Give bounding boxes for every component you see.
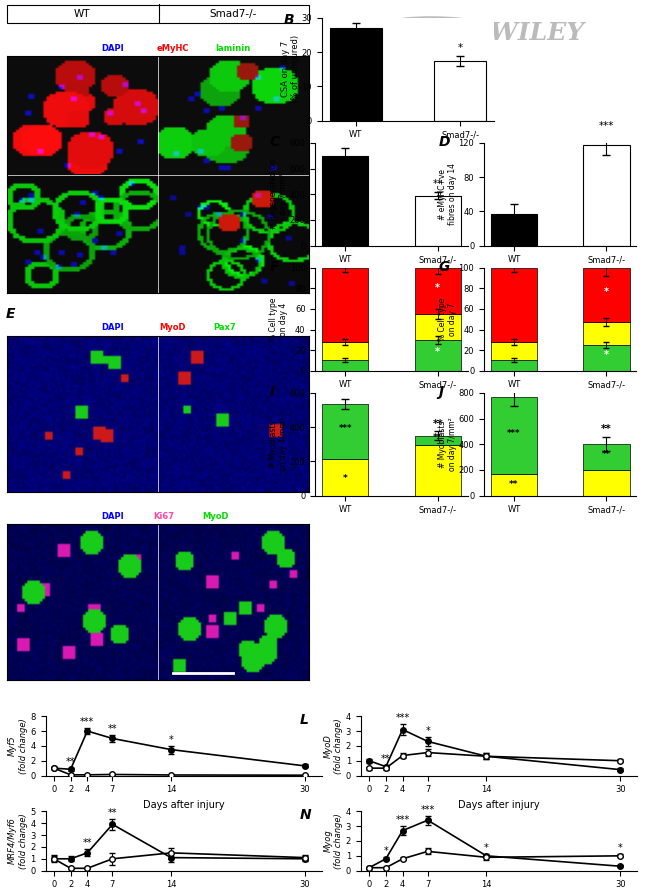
Y-axis label: CSA on day 7
(% of uninjured): CSA on day 7 (% of uninjured)	[281, 35, 300, 104]
Text: *: *	[484, 843, 489, 853]
Text: ***: ***	[507, 429, 521, 438]
Y-axis label: # Myoblasts
on day 4/mm²: # Myoblasts on day 4/mm²	[269, 417, 288, 472]
Text: ***: ***	[395, 815, 410, 825]
Text: ***: ***	[421, 805, 435, 814]
Bar	[415, 445, 461, 496]
Bar	[583, 470, 630, 496]
Text: eMyHC: eMyHC	[157, 44, 189, 53]
Y-axis label: # eMyHC+ve
fibres on day 14: # eMyHC+ve fibres on day 14	[437, 163, 457, 225]
Text: **: **	[66, 756, 75, 767]
Text: MyoD: MyoD	[202, 512, 228, 521]
Y-axis label: Myf5
(fold change): Myf5 (fold change)	[8, 718, 28, 773]
Bar	[583, 444, 630, 470]
Text: D: D	[438, 135, 450, 148]
Bar	[583, 322, 630, 345]
Text: DAPI: DAPI	[101, 512, 124, 521]
Text: I: I	[270, 385, 275, 398]
Text: DAPI: DAPI	[101, 44, 124, 53]
Y-axis label: MyoD
(fold change): MyoD (fold change)	[324, 718, 343, 773]
Bar	[583, 268, 630, 322]
Bar	[322, 155, 369, 246]
Text: *: *	[604, 288, 609, 297]
Text: **: **	[510, 480, 519, 489]
Bar	[491, 268, 537, 342]
Text: ***: ***	[80, 717, 94, 728]
Bar	[491, 397, 537, 474]
Text: ***: ***	[395, 714, 410, 723]
Bar	[330, 28, 382, 121]
Text: F: F	[270, 260, 279, 273]
Text: ***: ***	[599, 121, 614, 131]
Text: *: *	[425, 726, 430, 736]
Text: Smad7-/-: Smad7-/-	[209, 9, 257, 20]
Bar	[322, 268, 369, 342]
Text: WT: WT	[74, 9, 90, 20]
Bar	[583, 145, 630, 246]
Text: **: **	[433, 433, 442, 442]
Text: *: *	[343, 474, 348, 483]
Text: **: **	[601, 424, 612, 435]
Text: *: *	[384, 847, 388, 856]
Text: C: C	[270, 135, 280, 148]
Bar	[415, 196, 461, 246]
Y-axis label: # Regenerated on
day 7/mm²: # Regenerated on day 7/mm²	[269, 159, 288, 230]
Bar	[583, 345, 630, 371]
Text: B: B	[284, 13, 294, 27]
Text: © WILEY: © WILEY	[456, 21, 584, 46]
Text: ©: ©	[424, 24, 438, 38]
Text: *: *	[618, 843, 623, 854]
Text: **: **	[108, 724, 117, 734]
Y-axis label: MRF4/Myf6
(fold change): MRF4/Myf6 (fold change)	[8, 814, 28, 869]
Text: E: E	[6, 307, 16, 321]
Bar	[415, 314, 461, 340]
Bar	[415, 340, 461, 371]
X-axis label: Days after injury: Days after injury	[458, 800, 540, 810]
Text: Ki67: Ki67	[153, 512, 174, 521]
Bar	[491, 214, 537, 246]
Y-axis label: % Cell type
on day 7: % Cell type on day 7	[437, 297, 457, 341]
Text: **: **	[433, 179, 443, 188]
Text: **: **	[432, 420, 443, 430]
Text: *: *	[169, 735, 174, 745]
Text: *: *	[458, 44, 463, 54]
X-axis label: Days after injury: Days after injury	[143, 800, 224, 810]
Bar	[434, 61, 486, 121]
Y-axis label: # Myoblasts
on day 7/mm²: # Myoblasts on day 7/mm²	[437, 417, 457, 472]
Bar	[322, 361, 369, 371]
Text: **: **	[381, 755, 391, 764]
Text: ***: ***	[339, 424, 352, 433]
Text: L: L	[300, 714, 309, 727]
Bar	[322, 404, 369, 459]
Bar	[491, 342, 537, 361]
Text: laminin: laminin	[216, 44, 251, 53]
Text: **: **	[108, 808, 117, 818]
Text: J: J	[438, 385, 443, 398]
Bar	[415, 436, 461, 445]
Bar	[491, 361, 537, 371]
Y-axis label: Myog
(fold change): Myog (fold change)	[324, 814, 343, 869]
Text: Pax7: Pax7	[213, 323, 235, 332]
Bar	[491, 474, 537, 496]
Text: DAPI: DAPI	[101, 323, 124, 332]
Text: *: *	[604, 350, 609, 360]
Text: *: *	[436, 347, 440, 357]
Text: G: G	[438, 260, 450, 273]
Y-axis label: % Cell type
on day 4: % Cell type on day 4	[269, 297, 289, 341]
Text: *: *	[436, 283, 440, 293]
Text: MyoD: MyoD	[159, 323, 186, 332]
Bar	[322, 459, 369, 496]
Text: **: **	[602, 450, 611, 459]
Bar	[322, 342, 369, 361]
Text: **: **	[83, 839, 92, 848]
Bar	[415, 268, 461, 314]
Text: N: N	[300, 808, 311, 822]
